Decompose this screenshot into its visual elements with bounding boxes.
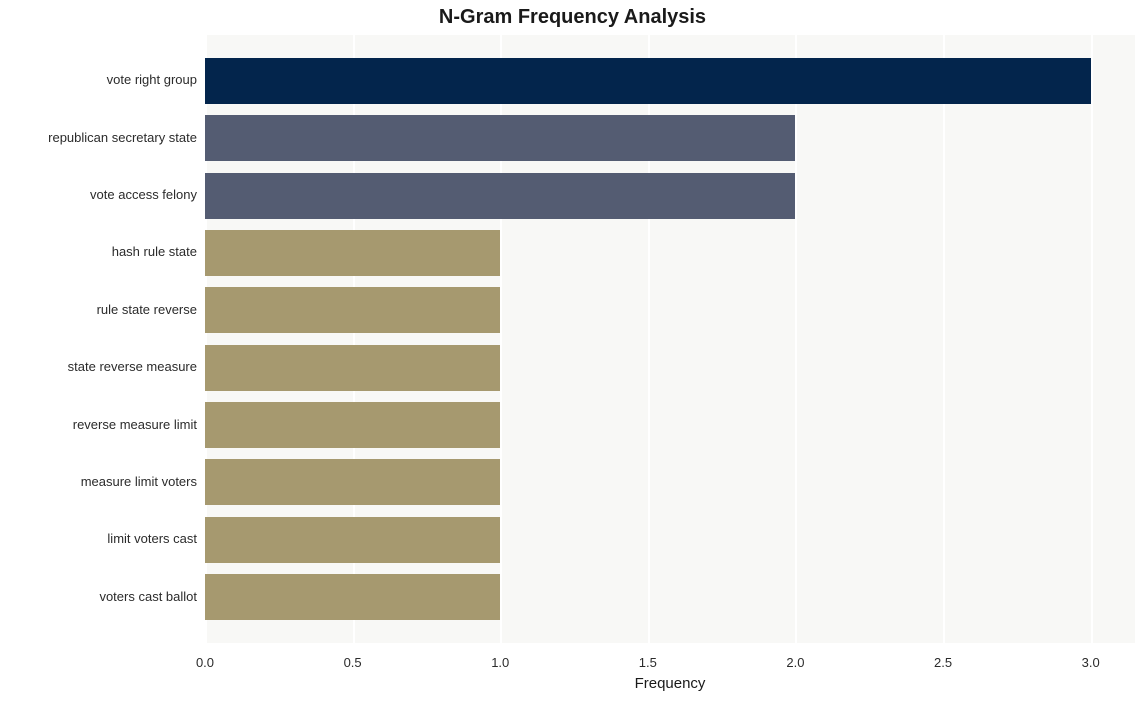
x-axis-label: Frequency	[205, 675, 1135, 692]
x-tick-label: 2.0	[770, 655, 820, 670]
x-tick-label: 2.5	[918, 655, 968, 670]
y-tick-label: voters cast ballot	[0, 589, 197, 604]
y-tick-label: measure limit voters	[0, 474, 197, 489]
x-tick-label: 1.0	[475, 655, 525, 670]
bar	[205, 459, 500, 505]
y-tick-label: rule state reverse	[0, 302, 197, 317]
bar	[205, 173, 795, 219]
bar	[205, 517, 500, 563]
bar	[205, 58, 1091, 104]
bar	[205, 345, 500, 391]
x-tick-label: 1.5	[623, 655, 673, 670]
y-tick-label: hash rule state	[0, 244, 197, 259]
y-tick-label: state reverse measure	[0, 359, 197, 374]
ngram-chart: N-Gram Frequency Analysis Frequency 0.0 0…	[0, 0, 1145, 701]
bar	[205, 230, 500, 276]
y-tick-label: republican secretary state	[0, 130, 197, 145]
gridline	[1091, 35, 1093, 643]
bar	[205, 287, 500, 333]
chart-title: N-Gram Frequency Analysis	[0, 6, 1145, 29]
y-tick-label: vote right group	[0, 72, 197, 87]
gridline	[795, 35, 797, 643]
plot-area	[205, 35, 1135, 643]
bar	[205, 574, 500, 620]
y-tick-label: reverse measure limit	[0, 417, 197, 432]
gridline	[943, 35, 945, 643]
x-tick-label: 3.0	[1066, 655, 1116, 670]
x-tick-label: 0.0	[180, 655, 230, 670]
bar	[205, 115, 795, 161]
y-tick-label: limit voters cast	[0, 531, 197, 546]
y-tick-label: vote access felony	[0, 187, 197, 202]
bar	[205, 402, 500, 448]
x-tick-label: 0.5	[328, 655, 378, 670]
